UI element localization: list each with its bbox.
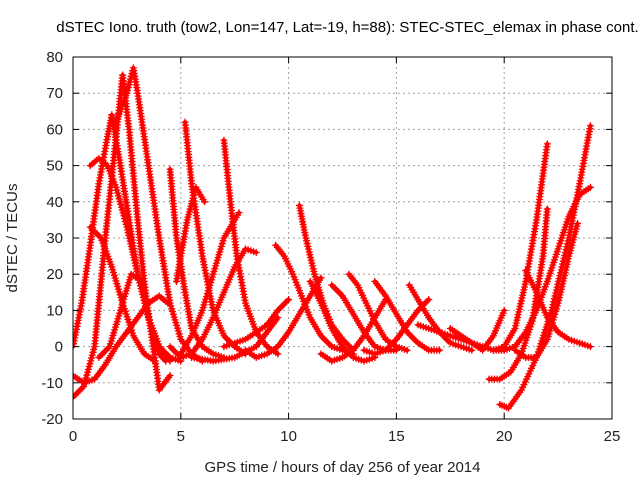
series-arc-29 bbox=[446, 306, 508, 354]
series-markers bbox=[220, 296, 293, 351]
y-tick-label: -20 bbox=[41, 411, 63, 428]
chart-title: dSTEC Iono. truth (tow2, Lon=147, Lat=-1… bbox=[56, 19, 638, 36]
series-markers bbox=[489, 140, 551, 354]
series-markers bbox=[446, 306, 508, 354]
series-arc-8 bbox=[95, 270, 174, 394]
series-markers bbox=[345, 270, 411, 354]
x-tick-label: 25 bbox=[604, 428, 621, 445]
series-markers bbox=[166, 245, 260, 361]
series-arc-35 bbox=[511, 220, 582, 361]
series-arc-7 bbox=[73, 292, 172, 387]
y-tick-label: 40 bbox=[46, 194, 63, 211]
series-arc-27 bbox=[360, 296, 433, 358]
series-arc-21 bbox=[241, 274, 325, 361]
y-tick-label: 70 bbox=[46, 85, 63, 102]
series-markers bbox=[177, 209, 243, 358]
series-arc-17 bbox=[220, 296, 293, 351]
series-markers bbox=[360, 296, 433, 358]
series-markers bbox=[496, 122, 594, 412]
y-axis-label: dSTEC / TECUs bbox=[4, 184, 21, 293]
series-arc-18 bbox=[272, 241, 357, 358]
y-tick-label: 60 bbox=[46, 121, 63, 138]
series-arc-25 bbox=[371, 277, 444, 354]
series-markers bbox=[241, 274, 325, 361]
series-markers bbox=[511, 220, 582, 361]
y-tick-label: 0 bbox=[55, 339, 63, 356]
axis-ticks: -20 -10 0 10 20 30 40 50 60 70 80 0 5 10 15 20 25 bbox=[41, 49, 620, 445]
series-markers bbox=[172, 183, 209, 285]
x-tick-label: 0 bbox=[69, 428, 77, 445]
series-markers bbox=[272, 241, 357, 358]
x-axis-label: GPS time / hours of day 256 of year 2014 bbox=[205, 459, 481, 476]
y-tick-label: -10 bbox=[41, 375, 63, 392]
y-tick-label: 20 bbox=[46, 266, 63, 283]
series-line bbox=[297, 203, 356, 353]
series-arc-15 bbox=[177, 209, 243, 358]
y-tick-label: 10 bbox=[46, 302, 63, 319]
series-markers bbox=[295, 201, 357, 354]
series-markers bbox=[112, 64, 206, 365]
series-arc-20 bbox=[306, 277, 379, 365]
x-tick-label: 15 bbox=[388, 428, 405, 445]
x-tick-label: 10 bbox=[280, 428, 297, 445]
x-tick-label: 5 bbox=[177, 428, 185, 445]
series-markers bbox=[188, 314, 282, 365]
series-markers bbox=[73, 292, 172, 387]
y-tick-label: 80 bbox=[46, 49, 63, 66]
series-arc-24 bbox=[317, 296, 390, 365]
series-markers bbox=[95, 270, 174, 394]
series-arc-14 bbox=[166, 245, 260, 361]
y-tick-label: 50 bbox=[46, 158, 63, 175]
series-markers bbox=[371, 277, 444, 354]
x-tick-label: 20 bbox=[496, 428, 513, 445]
series-markers bbox=[317, 296, 390, 365]
series-arc-32 bbox=[496, 122, 594, 412]
y-tick-label: 30 bbox=[46, 230, 63, 247]
series-arc-31 bbox=[489, 140, 551, 354]
series-arc-12 bbox=[172, 183, 209, 285]
series-arc-19 bbox=[295, 201, 357, 354]
data-marks bbox=[73, 64, 594, 412]
